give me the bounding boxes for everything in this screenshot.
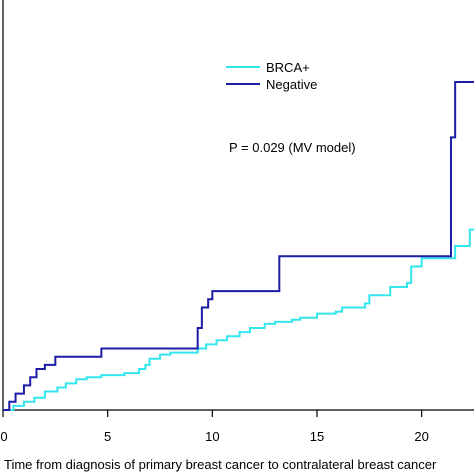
x-axis-title: Time from diagnosis of primary breast ca… [4, 457, 437, 472]
x-tick-label: 0 [0, 429, 7, 444]
p-value-annotation: P = 0.029 (MV model) [229, 140, 356, 155]
series-line-brca [3, 228, 474, 411]
legend-label-brca: BRCA+ [266, 60, 310, 75]
x-tick-label: 10 [205, 429, 219, 444]
x-axis-ticks: 0 5 10 15 20 [0, 410, 429, 444]
legend-label-negative: Negative [266, 77, 317, 92]
x-tick-label: 20 [414, 429, 428, 444]
legend: BRCA+ Negative [226, 60, 317, 92]
series-line-negative [3, 81, 474, 411]
x-tick-label: 15 [310, 429, 324, 444]
x-tick-label: 5 [104, 429, 111, 444]
series-layer [3, 81, 474, 411]
